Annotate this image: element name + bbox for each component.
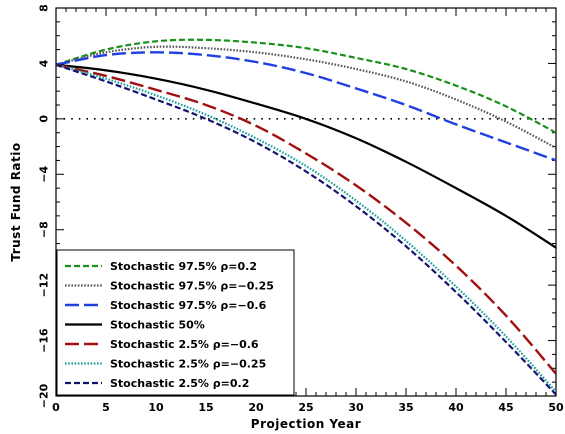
x-tick-label: 30 (348, 401, 364, 414)
series-line (56, 63, 556, 393)
tick-labels: 0 5 10 15 20 25 30 35 40 45 50 −20 −16 −12 −8 −4 0 4 8 (38, 4, 564, 414)
y-tick-label: 8 (38, 4, 51, 12)
y-tick-label: −12 (38, 273, 51, 298)
legend-label: Stochastic 2.5% ρ=−0.6 (110, 338, 259, 351)
y-tick-label: −4 (38, 166, 51, 183)
x-tick-label: 10 (148, 401, 164, 414)
x-tick-label: 5 (102, 401, 110, 414)
legend-box (56, 249, 295, 396)
series-line (56, 63, 556, 396)
legend: Stochastic 97.5% ρ=0.2 Stochastic 97.5% ρ… (56, 249, 295, 396)
y-tick-label: 4 (38, 59, 51, 67)
y-tick-label: −20 (38, 383, 51, 408)
legend-label: Stochastic 2.5% ρ=−0.25 (110, 358, 266, 371)
x-tick-label: 50 (548, 401, 564, 414)
y-tick-label: −16 (38, 328, 51, 353)
legend-label: Stochastic 97.5% ρ=−0.6 (110, 299, 267, 312)
x-tick-label: 0 (52, 401, 60, 414)
x-tick-label: 40 (448, 401, 464, 414)
series-line (56, 63, 556, 249)
series-line (56, 45, 556, 149)
x-tick-label: 15 (198, 401, 213, 414)
x-tick-label: 25 (298, 401, 313, 414)
legend-label: Stochastic 50% (110, 319, 205, 332)
x-tick-label: 20 (248, 401, 264, 414)
series-line (56, 51, 556, 162)
series-lines (56, 38, 556, 396)
legend-label: Stochastic 97.5% ρ=0.2 (110, 260, 257, 273)
legend-label: Stochastic 97.5% ρ=−0.25 (110, 280, 274, 293)
legend-label: Stochastic 2.5% ρ=0.2 (110, 377, 249, 390)
y-tick-label: −8 (38, 221, 51, 238)
series-line (56, 63, 556, 375)
x-axis-title: Projection Year (251, 417, 361, 431)
series-line (56, 38, 556, 134)
y-axis-title: Trust Fund Ratio (9, 142, 23, 261)
x-tick-label: 45 (498, 401, 513, 414)
y-tick-label: 0 (38, 115, 51, 123)
x-tick-label: 35 (398, 401, 413, 414)
